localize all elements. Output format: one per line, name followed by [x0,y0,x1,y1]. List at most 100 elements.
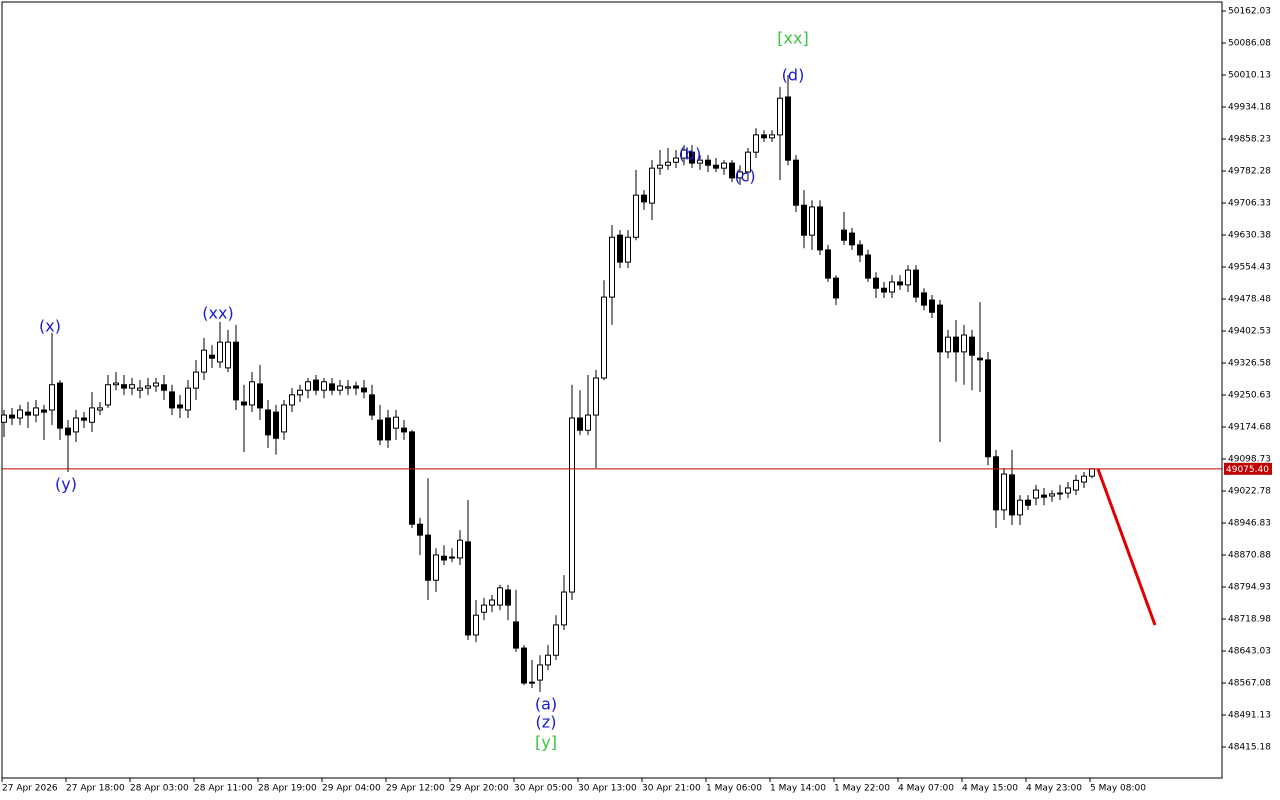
candle-body [1009,474,1015,516]
candle-body [681,149,687,159]
wave-label: [xx] [777,29,808,48]
y-tick-label: 49706.33 [1228,199,1271,209]
candle-body [1041,494,1047,498]
candle-body [673,157,679,163]
x-tick-label: 4 May 23:00 [1026,784,1082,794]
x-tick-label: 30 Apr 21:00 [642,784,701,794]
candle-body [521,647,527,684]
candle-body [585,414,591,431]
x-tick-label: 5 May 08:00 [1090,784,1146,794]
candle-body [945,336,951,353]
candle-body [881,287,887,293]
y-tick-label: 49174.68 [1228,423,1271,433]
candle-body [705,159,711,166]
candle-body [777,97,783,136]
candle-body [17,409,23,419]
candle-body [905,269,911,286]
candle-body [641,194,647,203]
candle-body [697,159,703,164]
y-tick-label: 49554.43 [1228,263,1271,273]
candle-body [393,416,399,429]
candle-body [97,407,103,411]
x-tick-label: 29 Apr 12:00 [386,784,445,794]
y-tick-label: 50162.03 [1228,7,1271,17]
candle-body [417,523,423,536]
candles [1,75,1095,692]
candle-body [273,411,279,439]
candle-body [185,387,191,411]
candle-body [753,134,759,153]
candle-body [105,384,111,406]
candle-body [729,162,735,179]
wave-label: [y] [535,733,557,752]
x-tick-label: 30 Apr 05:00 [514,784,573,794]
x-tick-label: 28 Apr 11:00 [194,784,253,794]
candle-body [513,621,519,649]
candle-body [825,249,831,279]
x-tick-label: 1 May 22:00 [834,784,890,794]
candle-body [337,385,343,391]
current-price-label: 49075.40 [1226,465,1269,475]
candle-body [1081,475,1087,483]
candle-body [129,384,135,389]
candle-body [81,417,87,421]
candle-body [961,334,967,353]
candle-body [857,244,863,256]
candle-body [361,387,367,393]
candle-body [929,299,935,313]
candle-body [545,654,551,666]
candle-body [433,554,439,581]
candle-body [953,336,959,353]
candle-body [593,377,599,416]
candle-body [409,431,415,525]
candle-body [457,539,463,559]
candle-body [609,236,615,298]
candle-body [1073,479,1079,491]
candle-body [721,162,727,169]
wave-label: (y) [55,475,77,494]
x-tick-label: 1 May 06:00 [706,784,762,794]
y-tick-label: 49630.38 [1228,231,1271,241]
candle-body [137,387,143,391]
candle-body [617,234,623,263]
candle-body [569,417,575,593]
wave-label: (xx) [202,304,233,323]
candle-body [489,599,495,606]
candle-body [761,134,767,139]
x-tick-label: 29 Apr 20:00 [450,784,509,794]
candle-body [785,96,791,161]
candle-body [529,681,535,684]
x-tick-label: 28 Apr 03:00 [130,784,189,794]
candle-body [897,281,903,286]
candle-body [601,296,607,379]
candle-body [305,381,311,391]
y-tick-label: 49934.18 [1228,103,1271,113]
candle-body [481,604,487,613]
y-tick-label: 48643.03 [1228,646,1271,656]
candle-body [465,541,471,636]
y-tick-label: 48794.93 [1228,582,1271,592]
candle-body [441,555,447,561]
candle-body [473,614,479,636]
y-tick-label: 49326.58 [1228,359,1271,369]
y-tick-label: 48870.88 [1228,551,1271,561]
wave-label: (a) [535,695,557,714]
candle-body [225,341,231,369]
candle-body [73,417,79,433]
x-tick-label: 27 Apr 18:00 [66,784,125,794]
candle-body [241,401,247,406]
y-tick-label: 48491.13 [1228,710,1271,720]
candle-body [657,164,663,169]
candle-body [65,427,71,436]
candle-body [625,236,631,263]
candle-body [121,384,127,389]
candle-body [113,382,119,386]
y-tick-label: 49402.53 [1228,327,1271,337]
candle-body [505,589,511,606]
candle-body [873,277,879,289]
candle-body [649,167,655,204]
y-tick-label: 49250.63 [1228,391,1271,401]
candle-body [33,407,39,416]
candle-body [169,391,175,409]
